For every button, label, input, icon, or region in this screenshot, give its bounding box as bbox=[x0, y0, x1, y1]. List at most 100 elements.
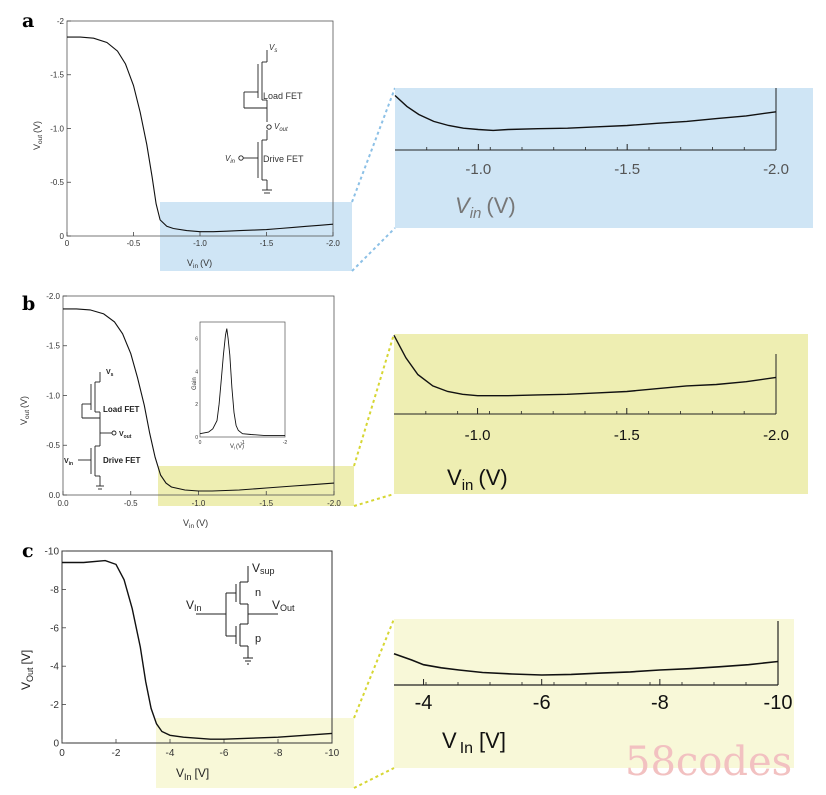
panel-c-y-label: VOut[V] bbox=[19, 650, 35, 690]
zoom-x-tick-label: -2.0 bbox=[763, 427, 789, 444]
y-tick-label: -10 bbox=[45, 547, 60, 558]
y-tick-label: -4 bbox=[50, 662, 59, 673]
panel-a-inset-vout: Vout bbox=[274, 122, 288, 133]
panel-c-inset-vout: VOut bbox=[272, 598, 295, 613]
x-tick-label: -1.5 bbox=[259, 499, 273, 508]
zoom-x-tick-label: -1.5 bbox=[614, 427, 640, 444]
gain-inset-frame bbox=[199, 321, 286, 438]
y-tick-label: -2.0 bbox=[46, 292, 60, 301]
gain-y-tick-label: 6 bbox=[195, 336, 198, 342]
y-tick-label: 0.0 bbox=[49, 491, 61, 500]
y-tick-label: -2 bbox=[50, 700, 59, 711]
panel-c-inset-p: p bbox=[255, 633, 261, 645]
panel-b-letter: b bbox=[22, 293, 35, 315]
x-tick-label: -8 bbox=[274, 748, 283, 759]
panel-a-inset-vs: Vs bbox=[269, 43, 277, 54]
panel-c-y-ticks: 0 -2 -4 -6 -8 -10 bbox=[45, 547, 66, 750]
panel-c-letter: c bbox=[22, 540, 34, 562]
gain-y-tick-label: 0 bbox=[195, 435, 198, 441]
watermark: 58codes bbox=[625, 739, 792, 785]
panel-b-y-label: Vout(V) bbox=[19, 396, 31, 425]
panel-a-circuit-inset bbox=[238, 50, 272, 194]
y-tick-label: -1.5 bbox=[46, 342, 60, 351]
panel-b-series-line bbox=[63, 308, 335, 492]
panel-a-zoom-x-label: Vin (V) bbox=[455, 193, 516, 222]
gain-y-tick-label: 4 bbox=[195, 369, 198, 375]
panel-a-zoom-region bbox=[160, 202, 352, 271]
gain-x-tick-label: 0 bbox=[199, 440, 202, 446]
panel-a: a 0 -0.5 -1.0 -1.5 -2 0 -0.5 -1.0 -1.5 -2.0 Vin(… bbox=[22, 10, 813, 272]
panel-b-zoom-region bbox=[158, 466, 354, 506]
panel-b-x-label: Vin (V) bbox=[183, 518, 208, 530]
zoom-x-tick-label: -2.0 bbox=[763, 161, 789, 178]
x-tick-label: -1.0 bbox=[193, 239, 207, 248]
panel-b-connector-top bbox=[353, 333, 395, 467]
zoom-x-tick-label: -6 bbox=[533, 692, 551, 714]
x-tick-label: 0 bbox=[59, 748, 65, 759]
x-tick-label: -4 bbox=[166, 748, 175, 759]
panel-a-zoom-series-line bbox=[394, 94, 777, 132]
panel-b-zoom-series-line bbox=[393, 334, 777, 397]
panel-a-zoom-x-ticks: -1.0 -1.5 -2.0 bbox=[426, 144, 789, 178]
panel-b-inset-drive-fet: Drive FET bbox=[103, 456, 140, 465]
y-tick-label: -1.5 bbox=[50, 71, 64, 80]
zoom-x-tick-label: -4 bbox=[415, 692, 433, 714]
panel-c-connector-top bbox=[353, 618, 395, 719]
zoom-x-tick-label: -10 bbox=[764, 692, 793, 714]
panel-b-circuit-inset bbox=[78, 372, 117, 490]
x-tick-label: 0.0 bbox=[57, 499, 69, 508]
panel-b-gain-inset: 0 2 4 6 0 -1 -2 Gain Vi(V) bbox=[192, 321, 288, 451]
panel-c-inset-vin: VIn bbox=[186, 598, 202, 613]
y-tick-label: -2 bbox=[57, 17, 65, 26]
gain-x-tick-label: -2 bbox=[283, 440, 288, 446]
panel-a-x-ticks: 0 -0.5 -1.0 -1.5 -2.0 bbox=[65, 232, 340, 248]
y-tick-label: -6 bbox=[50, 623, 59, 634]
panel-a-inset-drive-fet: Drive FET bbox=[263, 154, 304, 164]
panel-b-inset-vout: Vout bbox=[119, 431, 132, 440]
zoom-x-tick-label: -1.5 bbox=[614, 161, 640, 178]
gain-inset-y-ticks: 0 2 4 6 bbox=[195, 336, 198, 441]
panel-b-inset-vs: Vs bbox=[106, 369, 114, 378]
panel-b: b 0.0 -0.5 -1.0 -1.5 -2.0 0.0 -0.5 -1.0 -1.5 -2.… bbox=[19, 292, 808, 530]
gain-inset-series-line bbox=[199, 328, 285, 436]
panel-c-zoom-panel bbox=[394, 619, 794, 768]
panel-a-inset-load-fet: Load FET bbox=[263, 91, 303, 101]
gain-x-tick-label: -1 bbox=[240, 440, 245, 446]
y-tick-label: -0.5 bbox=[46, 441, 60, 450]
panel-a-zoom-panel bbox=[395, 88, 813, 228]
panel-c-plot-frame bbox=[61, 550, 333, 744]
x-tick-label: -6 bbox=[220, 748, 229, 759]
x-tick-label: -0.5 bbox=[127, 239, 141, 248]
panel-c: c 0 -2 -4 -6 -8 -10 0 -2 -4 -6 -8 -10 VIn [V] VOut[… bbox=[19, 540, 794, 789]
panel-c-series-line bbox=[62, 559, 333, 740]
x-tick-label: -10 bbox=[325, 748, 340, 759]
y-tick-label: -1.0 bbox=[50, 124, 64, 133]
panel-c-x-ticks: 0 -2 -4 -6 -8 -10 bbox=[59, 739, 340, 759]
gain-inset-y-label: Gain bbox=[192, 377, 198, 390]
panel-c-x-label: VIn [V] bbox=[176, 766, 209, 782]
panel-a-y-ticks: 0 -0.5 -1.0 -1.5 -2 bbox=[50, 17, 71, 241]
x-tick-label: -2.0 bbox=[327, 499, 341, 508]
y-tick-label: -0.5 bbox=[50, 178, 64, 187]
panel-b-zoom-x-ticks: -1.0 -1.5 -2.0 bbox=[425, 408, 789, 444]
zoom-x-tick-label: -1.0 bbox=[465, 161, 491, 178]
panel-c-zoom-x-ticks: -4 -6 -8 -10 bbox=[415, 679, 793, 714]
zoom-x-tick-label: -8 bbox=[651, 692, 669, 714]
panel-a-x-label: Vin (V) bbox=[187, 258, 212, 270]
panel-b-inset-load-fet: Load FET bbox=[103, 405, 140, 414]
x-tick-label: -2.0 bbox=[326, 239, 340, 248]
x-tick-label: -1.0 bbox=[192, 499, 206, 508]
panel-c-zoom-x-label: V In [V] bbox=[442, 728, 506, 757]
panel-b-zoom-x-label: Vin (V) bbox=[447, 465, 508, 494]
panel-a-series-line bbox=[67, 36, 334, 233]
y-tick-label: 0 bbox=[53, 739, 59, 750]
panel-c-zoom-series-line bbox=[393, 652, 779, 676]
panel-a-letter: a bbox=[22, 10, 34, 32]
panel-b-connector-bottom bbox=[353, 493, 395, 507]
gain-y-tick-label: 2 bbox=[195, 402, 198, 408]
zoom-x-tick-label: -1.0 bbox=[465, 427, 491, 444]
y-tick-label: -8 bbox=[50, 585, 59, 596]
x-tick-label: -2 bbox=[112, 748, 121, 759]
panel-b-y-ticks: 0.0 -0.5 -1.0 -1.5 -2.0 bbox=[46, 292, 67, 500]
